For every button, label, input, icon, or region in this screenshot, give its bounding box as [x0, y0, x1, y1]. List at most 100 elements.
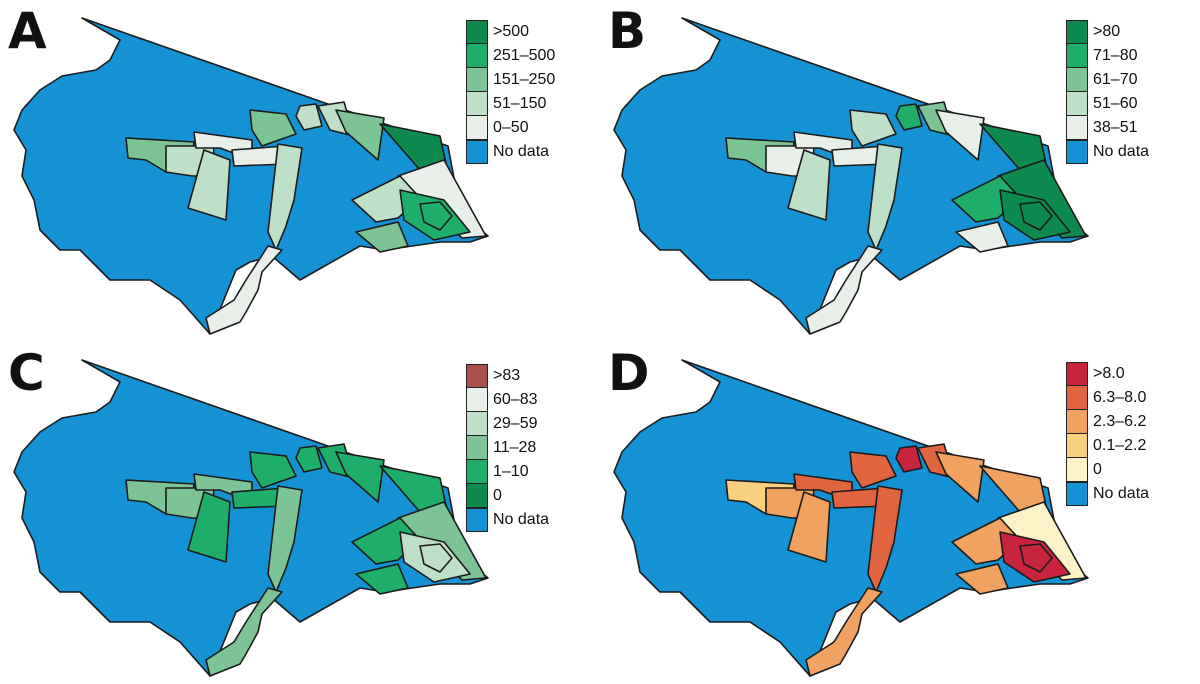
map-region [895, 103, 923, 131]
panel-letter: D [608, 344, 650, 402]
map-region [187, 491, 231, 563]
map-region [355, 563, 409, 595]
legend-swatch [1066, 362, 1088, 386]
map-region [419, 543, 453, 573]
legend-swatch [466, 20, 488, 44]
legend-swatch [466, 484, 488, 508]
choropleth-map [13, 359, 489, 677]
legend-item: 11–28 [466, 436, 549, 460]
legend-item: 1–10 [466, 460, 549, 484]
legend-label: 51–150 [493, 95, 547, 112]
map-region [187, 149, 231, 221]
map-region [267, 485, 303, 593]
map-region [419, 201, 453, 231]
panel-letter: C [8, 344, 45, 402]
map-region [895, 445, 923, 473]
map-region [787, 149, 831, 221]
legend-swatch [466, 508, 488, 532]
legend-item: No data [1066, 482, 1149, 506]
legend-item: >500 [466, 20, 555, 44]
legend-label: 151–250 [493, 71, 556, 88]
legend-item: No data [466, 508, 549, 532]
legend-label: 0.1–2.2 [1093, 437, 1147, 454]
legend-item: 0–50 [466, 116, 555, 140]
legend-swatch [1066, 68, 1088, 92]
legend-label: 71–80 [1093, 47, 1138, 64]
legend-item: 151–250 [466, 68, 555, 92]
map-region [267, 143, 303, 251]
legend-item: 0 [1066, 458, 1149, 482]
legend-swatch [466, 116, 488, 140]
legend-label: No data [1093, 485, 1150, 502]
map-legend: >83 60–83 29–59 11–28 1–10 0 No data [466, 364, 549, 532]
legend-item: 38–51 [1066, 116, 1149, 140]
choropleth-map [13, 17, 489, 335]
legend-swatch [1066, 92, 1088, 116]
map-region [955, 563, 1009, 595]
legend-label: 0 [493, 487, 502, 504]
legend-label: 6.3–8.0 [1093, 389, 1147, 406]
map-legend: >8.0 6.3–8.0 2.3–6.2 0.1–2.2 0 No data [1066, 362, 1149, 506]
map-legend: >80 71–80 61–70 51–60 38–51 No data [1066, 20, 1149, 164]
map-region [1019, 201, 1053, 231]
legend-label: 51–60 [1093, 95, 1138, 112]
legend-swatch [466, 140, 488, 164]
legend-label: >8.0 [1093, 365, 1125, 382]
map-panel-a: A >500 251–500 151–250 51–150 0–50 No data [0, 0, 600, 342]
map-region [955, 221, 1009, 253]
legend-swatch [1066, 44, 1088, 68]
legend-item: >83 [466, 364, 549, 388]
legend-swatch [1066, 482, 1088, 506]
map-region [355, 221, 409, 253]
no-data-area [613, 17, 1089, 335]
map-panel-d: D >8.0 6.3–8.0 2.3–6.2 0.1–2.2 0 No data [600, 342, 1200, 684]
map-panel-b: B >80 71–80 61–70 51–60 38–51 No data [600, 0, 1200, 342]
map-region [935, 109, 985, 161]
legend-swatch [1066, 20, 1088, 44]
map-region [205, 245, 283, 335]
map-region [335, 451, 385, 503]
map-region [935, 451, 985, 503]
legend-label: No data [1093, 143, 1150, 160]
legend-label: 2.3–6.2 [1093, 413, 1147, 430]
legend-swatch [1066, 386, 1088, 410]
legend-swatch [466, 44, 488, 68]
legend-label: 251–500 [493, 47, 556, 64]
legend-label: 1–10 [493, 463, 529, 480]
legend-item: 51–150 [466, 92, 555, 116]
legend-item: 0.1–2.2 [1066, 434, 1149, 458]
no-data-area [13, 359, 489, 677]
legend-swatch [466, 92, 488, 116]
choropleth-map [613, 17, 1089, 335]
legend-item: No data [1066, 140, 1149, 164]
map-region [205, 587, 283, 677]
map-region [1019, 543, 1053, 573]
legend-label: 38–51 [1093, 119, 1138, 136]
panel-letter: B [608, 2, 646, 60]
legend-item: 51–60 [1066, 92, 1149, 116]
legend-item: 251–500 [466, 44, 555, 68]
no-data-area [613, 359, 1089, 677]
legend-item: 61–70 [1066, 68, 1149, 92]
legend-swatch [466, 364, 488, 388]
legend-label: >500 [493, 23, 530, 40]
legend-swatch [1066, 434, 1088, 458]
legend-swatch [466, 412, 488, 436]
legend-item: >8.0 [1066, 362, 1149, 386]
legend-swatch [1066, 116, 1088, 140]
legend-label: 60–83 [493, 391, 538, 408]
panel-letter: A [8, 2, 47, 60]
legend-item: 29–59 [466, 412, 549, 436]
map-panel-c: C >83 60–83 29–59 11–28 1–10 0 No data [0, 342, 600, 684]
legend-item: 60–83 [466, 388, 549, 412]
legend-item: 0 [466, 484, 549, 508]
legend-label: 11–28 [493, 439, 537, 456]
legend-label: No data [493, 143, 550, 160]
legend-label: >83 [493, 367, 521, 384]
no-data-area [13, 17, 489, 335]
map-region [787, 491, 831, 563]
map-region [867, 143, 903, 251]
map-region [249, 109, 297, 147]
legend-item: No data [466, 140, 555, 164]
legend-swatch [466, 460, 488, 484]
